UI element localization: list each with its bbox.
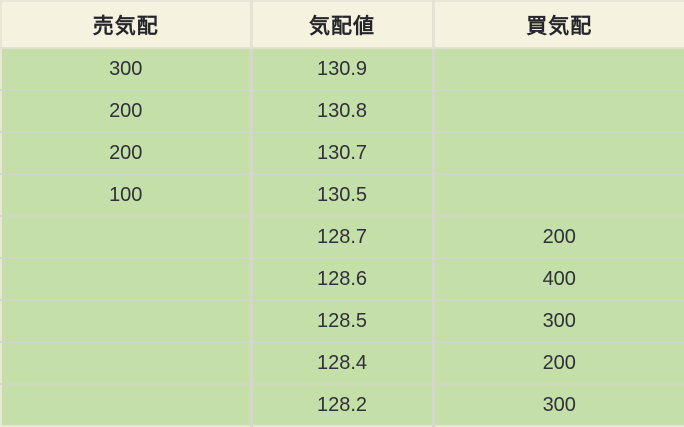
table-header: 売気配 気配値 買気配 [1,1,684,49]
cell-buy: 200 [433,342,684,385]
table-row: 300 130.9 [1,48,684,91]
table-row: 100 130.5 [1,174,684,217]
column-header-sell: 売気配 [1,1,253,49]
cell-buy [433,90,684,133]
cell-sell [1,384,253,426]
cell-sell [1,258,253,301]
cell-sell [1,216,253,259]
cell-buy: 300 [433,384,684,426]
cell-price: 128.2 [251,384,435,426]
cell-price: 128.4 [251,342,435,385]
cell-sell: 300 [1,48,253,91]
table-row: 128.7 200 [1,216,684,259]
cell-price: 130.8 [251,90,435,133]
table-row: 200 130.7 [1,132,684,175]
table-body: 300 130.9 200 130.8 200 130.7 100 130.5 128.7 200… [1,48,684,426]
column-header-buy: 買気配 [433,1,684,49]
cell-sell: 200 [1,90,253,133]
cell-price: 128.5 [251,300,435,343]
cell-price: 130.9 [251,48,435,91]
cell-price: 130.7 [251,132,435,175]
table-row: 128.2 300 [1,384,684,426]
header-row: 売気配 気配値 買気配 [1,1,684,49]
table-row: 128.5 300 [1,300,684,343]
table-row: 128.6 400 [1,258,684,301]
cell-buy [433,174,684,217]
cell-buy [433,48,684,91]
cell-sell: 200 [1,132,253,175]
table-row: 200 130.8 [1,90,684,133]
cell-buy: 400 [433,258,684,301]
cell-price: 130.5 [251,174,435,217]
table-row: 128.4 200 [1,342,684,385]
cell-buy: 200 [433,216,684,259]
cell-sell: 100 [1,174,253,217]
cell-sell [1,300,253,343]
column-header-price: 気配値 [251,1,435,49]
cell-buy [433,132,684,175]
cell-sell [1,342,253,385]
cell-price: 128.7 [251,216,435,259]
cell-buy: 300 [433,300,684,343]
cell-price: 128.6 [251,258,435,301]
